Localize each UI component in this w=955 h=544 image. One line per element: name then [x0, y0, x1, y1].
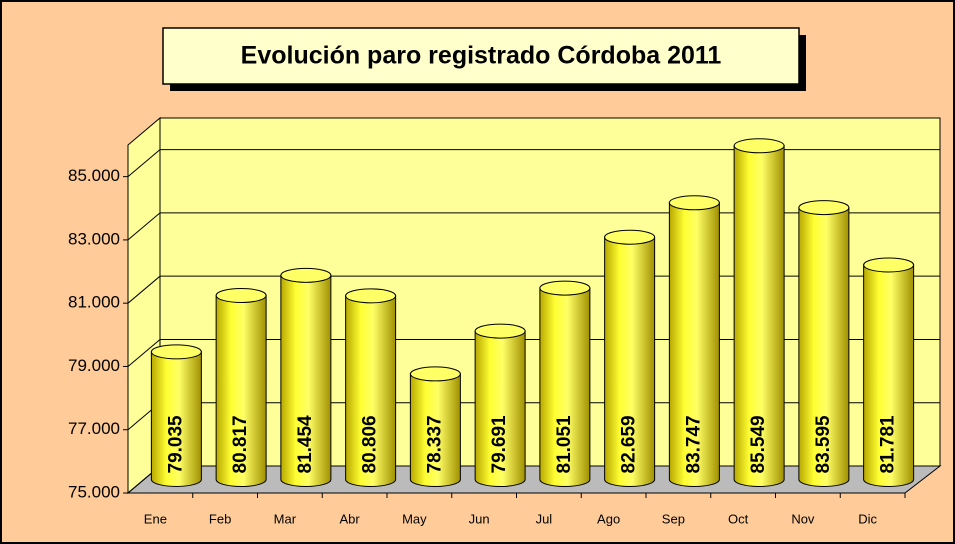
bar-top — [798, 200, 850, 216]
bar-top — [150, 344, 202, 360]
grid-line — [127, 339, 161, 367]
data-label: 81.781 — [878, 415, 899, 474]
grid-line — [127, 149, 161, 178]
grid-line — [127, 212, 161, 241]
bar-body — [474, 330, 526, 487]
data-label: 79.691 — [489, 415, 510, 474]
bar — [474, 323, 526, 487]
bar-body — [668, 202, 720, 487]
grid-line — [127, 275, 161, 304]
data-label: 80.806 — [360, 415, 381, 473]
bar — [798, 200, 850, 487]
data-label: 82.659 — [619, 415, 640, 473]
data-label: 79.035 — [165, 415, 186, 474]
x-tick-label: Nov — [791, 511, 815, 526]
bar-top — [668, 195, 720, 211]
bar-top — [280, 267, 332, 283]
bar-top — [604, 229, 656, 245]
bar-body — [539, 287, 591, 487]
data-label: 81.051 — [554, 415, 575, 474]
chart-title: Evolución paro registrado Córdoba 2011 — [241, 42, 722, 70]
bar-top — [733, 138, 785, 154]
bar — [345, 288, 397, 487]
bar-body — [345, 295, 397, 487]
x-tick-label: Jun — [469, 511, 490, 526]
bar — [280, 267, 332, 487]
bar — [150, 344, 202, 487]
bar-body — [863, 264, 915, 487]
bar — [668, 195, 720, 487]
x-tick-label: Sep — [662, 511, 685, 526]
data-label: 78.337 — [424, 415, 445, 473]
bar-top — [345, 288, 397, 304]
data-label: 81.454 — [295, 415, 316, 474]
bar-body — [150, 351, 202, 487]
bar — [863, 257, 915, 487]
bar-top — [215, 287, 267, 303]
bar — [733, 138, 785, 487]
bar — [604, 229, 656, 487]
data-label: 85.549 — [748, 415, 769, 473]
x-tick-label: Ene — [144, 511, 167, 526]
bar-body — [733, 145, 785, 487]
y-tick-label: 83.000 — [68, 229, 120, 248]
title-box — [162, 27, 800, 85]
y-tick-label: 75.000 — [68, 482, 120, 501]
x-tick-label: Dic — [858, 511, 877, 526]
data-label: 83.595 — [813, 415, 834, 474]
data-label: 83.747 — [683, 415, 704, 473]
data-label: 80.817 — [230, 415, 251, 473]
bar — [539, 280, 591, 487]
y-tick-label: 85.000 — [68, 166, 120, 185]
x-tick-label: Mar — [274, 511, 297, 526]
bar-body — [409, 373, 461, 487]
x-tick-label: Oct — [728, 511, 749, 526]
x-tick-label: Jul — [536, 511, 553, 526]
bar-body — [604, 236, 656, 487]
x-tick-label: Abr — [340, 511, 361, 526]
bar — [409, 366, 461, 487]
y-tick-label: 81.000 — [68, 293, 120, 312]
x-tick-label: Feb — [209, 511, 231, 526]
bar-body — [280, 274, 332, 487]
bar-body — [798, 207, 850, 487]
x-tick-label: Ago — [597, 511, 620, 526]
bar-body — [215, 294, 267, 487]
x-tick-label: May — [402, 511, 427, 526]
bar-top — [539, 280, 591, 296]
bar-top — [409, 366, 461, 382]
bar-top — [863, 257, 915, 273]
y-tick-label: 79.000 — [68, 356, 120, 375]
bar — [215, 287, 267, 487]
bar-top — [474, 323, 526, 339]
y-tick-label: 77.000 — [68, 419, 120, 438]
